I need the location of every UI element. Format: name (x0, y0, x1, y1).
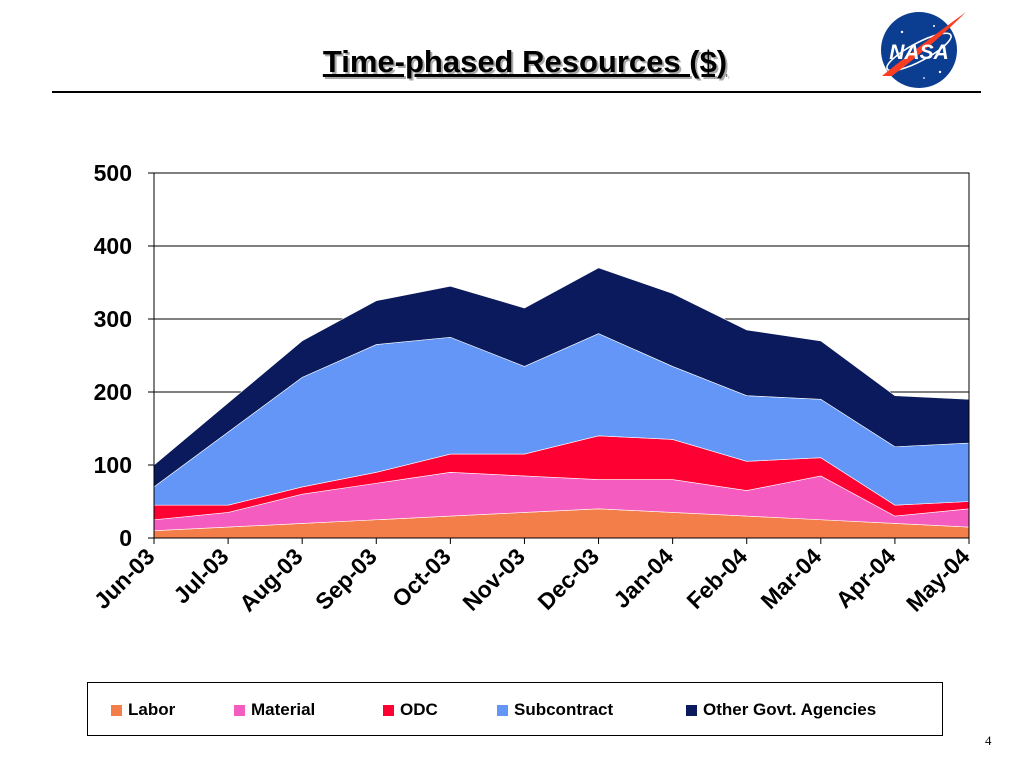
nasa-logo: NASA (881, 12, 966, 88)
x-tick-label-nov-03: Nov-03 (457, 543, 530, 616)
x-tick-label-dec-03: Dec-03 (532, 543, 604, 615)
legend-item-labor: Labor (111, 700, 175, 720)
x-tick-label-aug-03: Aug-03 (234, 543, 308, 617)
x-tick-label-jul-03: Jul-03 (168, 543, 233, 608)
plot-border (153, 172, 970, 539)
legend-label-material: Material (251, 700, 316, 719)
x-tick-label-apr-04: Apr-04 (831, 543, 901, 613)
y-tick-label-400: 400 (94, 233, 132, 259)
legend-swatch-labor (111, 704, 122, 716)
y-tick-label-300: 300 (94, 306, 132, 332)
legend-label-subcontract: Subcontract (514, 700, 614, 719)
x-tick-label-may-04: May-04 (901, 543, 975, 617)
legend-item-odc: ODC (383, 700, 438, 720)
legend-label-odc: ODC (400, 700, 438, 719)
y-tick-label-100: 100 (94, 452, 132, 478)
legend-swatch-subcontract (497, 704, 508, 716)
area-series-group (153, 267, 970, 539)
y-tick-labels: 0 100 200 300 400 500 (94, 160, 132, 551)
legend-item-material: Material (234, 700, 315, 720)
y-tick-label-200: 200 (94, 379, 132, 405)
legend-swatch-material (234, 704, 245, 716)
x-tick-labels: Jun-03 Jul-03 Aug-03 Sep-03 Oct-03 Nov-03 Dec-… (89, 543, 975, 617)
x-tick-label-jan-04: Jan-04 (608, 543, 678, 613)
page-number: 4 (985, 733, 992, 748)
legend-swatch-other-govt-agencies (686, 704, 697, 716)
y-tick-label-500: 500 (94, 160, 132, 186)
stacked-area-chart: 0 100 200 300 400 500 Jun-03 Jul-03 Aug-03 Sep-0… (89, 160, 975, 617)
legend-label-other-govt-agencies: Other Govt. Agencies (703, 700, 877, 719)
legend-item-other-govt-agencies: Other Govt. Agencies (686, 700, 876, 720)
legend-swatch-odc (383, 704, 394, 716)
x-tick-label-oct-03: Oct-03 (387, 543, 456, 612)
slide-title: Time-phased Resources ($) (322, 44, 728, 79)
y-tick-label-0: 0 (119, 525, 132, 551)
nasa-logo-text: NASA (889, 41, 949, 64)
x-tick-label-jun-03: Jun-03 (89, 543, 160, 614)
legend-label-labor: Labor (128, 700, 176, 719)
x-tick-label-mar-04: Mar-04 (756, 543, 827, 614)
x-tick-label-sep-03: Sep-03 (310, 543, 382, 615)
x-tick-label-feb-04: Feb-04 (681, 543, 752, 614)
legend-item-subcontract: Subcontract (497, 700, 613, 720)
chart-legend: Labor Material ODC Subcontract Other Govt. A… (87, 682, 943, 736)
title-divider (52, 91, 981, 93)
axes (148, 172, 970, 544)
